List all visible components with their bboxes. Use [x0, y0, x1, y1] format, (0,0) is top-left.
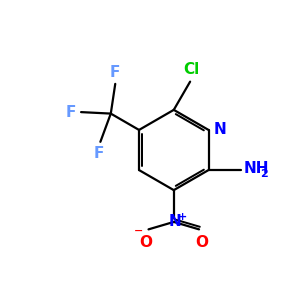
Text: +: + — [178, 212, 187, 223]
Text: Cl: Cl — [184, 62, 200, 77]
Text: N: N — [214, 122, 226, 137]
Text: O: O — [139, 235, 152, 250]
Text: NH: NH — [244, 161, 269, 176]
Text: O: O — [196, 235, 208, 250]
Text: F: F — [65, 105, 76, 120]
Text: N: N — [169, 214, 182, 230]
Text: 2: 2 — [260, 169, 268, 178]
Text: F: F — [110, 65, 120, 80]
Text: F: F — [94, 146, 104, 161]
Text: −: − — [134, 226, 143, 236]
